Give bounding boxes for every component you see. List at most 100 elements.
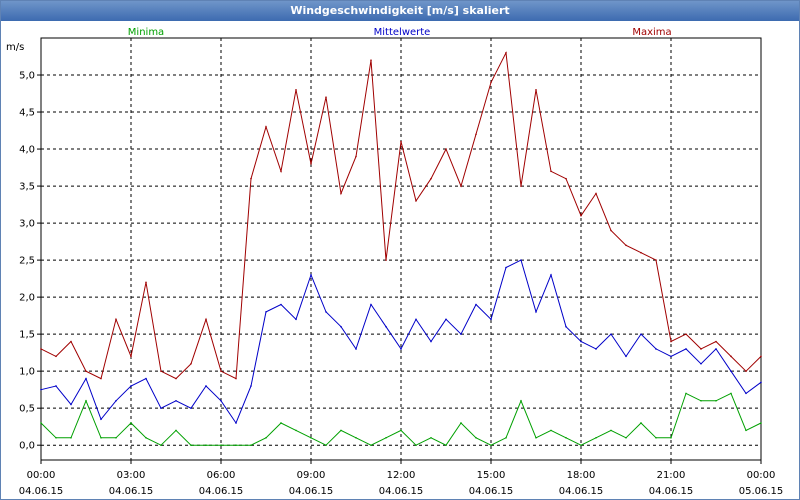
- data-point-maxima: [685, 333, 687, 335]
- data-point-minima: [85, 399, 87, 402]
- data-point-maxima: [730, 355, 732, 358]
- y-tick-label: 3,0: [19, 219, 35, 230]
- data-point-minima: [460, 422, 462, 424]
- data-point-maxima: [310, 163, 312, 165]
- y-tick-label: 2,0: [19, 293, 35, 304]
- data-point-mittelwerte: [190, 407, 192, 409]
- data-point-minima: [730, 392, 732, 395]
- data-point-mittelwerte: [310, 274, 312, 276]
- data-point-maxima: [670, 340, 672, 343]
- data-point-mittelwerte: [40, 388, 42, 391]
- data-point-mittelwerte: [505, 266, 507, 269]
- data-point-minima: [580, 444, 582, 446]
- x-tick-time: 06:00: [207, 470, 236, 481]
- data-point-mittelwerte: [445, 318, 447, 321]
- data-point-maxima: [400, 140, 402, 143]
- data-point-mittelwerte: [70, 403, 72, 406]
- series-group: [40, 51, 762, 446]
- chart-title: Windgeschwindigkeit [m/s] skaliert: [1, 1, 799, 21]
- data-point-minima: [640, 422, 642, 424]
- data-point-minima: [550, 429, 552, 432]
- data-point-minima: [55, 436, 57, 439]
- x-tick-time: 12:00: [387, 470, 416, 481]
- data-point-mittelwerte: [700, 362, 702, 365]
- data-point-maxima: [520, 185, 522, 187]
- data-point-mittelwerte: [415, 318, 417, 321]
- data-point-mittelwerte: [205, 385, 207, 387]
- data-point-mittelwerte: [550, 274, 552, 276]
- data-point-mittelwerte: [715, 348, 717, 350]
- data-point-mittelwerte: [685, 348, 687, 350]
- x-tick-date: 04.06.15: [649, 486, 694, 497]
- data-point-maxima: [580, 214, 582, 217]
- data-point-minima: [325, 444, 327, 446]
- x-tick-time: 21:00: [657, 470, 686, 481]
- data-point-maxima: [55, 355, 57, 358]
- data-point-mittelwerte: [670, 355, 672, 358]
- data-point-mittelwerte: [220, 399, 222, 402]
- data-point-mittelwerte: [475, 303, 477, 306]
- data-point-minima: [670, 436, 672, 439]
- data-point-maxima: [715, 340, 717, 343]
- x-tick-date: 04.06.15: [109, 486, 154, 497]
- data-point-minima: [715, 399, 717, 402]
- data-point-minima: [490, 444, 492, 446]
- data-point-minima: [310, 436, 312, 439]
- data-point-mittelwerte: [325, 311, 327, 313]
- data-point-maxima: [220, 370, 222, 372]
- data-point-mittelwerte: [400, 348, 402, 350]
- data-point-maxima: [265, 126, 267, 128]
- data-point-minima: [190, 444, 192, 446]
- data-point-minima: [100, 436, 102, 439]
- data-point-mittelwerte: [460, 333, 462, 335]
- data-point-mittelwerte: [280, 303, 282, 306]
- data-point-maxima: [415, 200, 417, 202]
- x-tick-date: 04.06.15: [199, 486, 244, 497]
- data-point-minima: [160, 444, 162, 446]
- y-tick-label: 1,5: [19, 330, 35, 341]
- data-point-mittelwerte: [160, 407, 162, 409]
- data-point-maxima: [625, 244, 627, 247]
- data-point-mittelwerte: [130, 385, 132, 387]
- data-point-maxima: [295, 89, 297, 91]
- data-point-mittelwerte: [595, 348, 597, 350]
- legend-maxima: Maxima: [632, 27, 671, 38]
- data-point-maxima: [85, 370, 87, 372]
- data-point-minima: [475, 436, 477, 439]
- data-point-mittelwerte: [145, 377, 147, 380]
- data-point-minima: [700, 399, 702, 402]
- data-point-minima: [175, 429, 177, 432]
- x-tick-time: 03:00: [117, 470, 146, 481]
- data-point-maxima: [280, 170, 282, 173]
- y-tick-label: 0,0: [19, 441, 35, 452]
- data-point-mittelwerte: [520, 259, 522, 261]
- data-point-mittelwerte: [565, 325, 567, 328]
- data-point-maxima: [145, 281, 147, 284]
- data-point-maxima: [205, 318, 207, 321]
- data-point-minima: [415, 444, 417, 446]
- data-point-mittelwerte: [355, 348, 357, 350]
- data-point-minima: [685, 392, 687, 395]
- data-point-maxima: [700, 348, 702, 350]
- data-point-mittelwerte: [580, 340, 582, 343]
- data-point-minima: [205, 444, 207, 446]
- data-point-mittelwerte: [100, 418, 102, 421]
- data-point-minima: [520, 399, 522, 402]
- data-point-maxima: [565, 177, 567, 180]
- data-point-minima: [220, 444, 222, 446]
- y-axis-unit-label: m/s: [6, 42, 24, 53]
- data-point-minima: [370, 444, 372, 446]
- x-tick-time: 18:00: [567, 470, 596, 481]
- data-point-minima: [340, 429, 342, 432]
- data-point-maxima: [745, 370, 747, 372]
- data-point-minima: [235, 444, 237, 446]
- data-point-maxima: [160, 370, 162, 372]
- y-tick-label: 3,5: [19, 182, 35, 193]
- data-point-minima: [760, 422, 762, 424]
- data-point-mittelwerte: [430, 340, 432, 343]
- data-point-maxima: [385, 259, 387, 261]
- data-point-minima: [265, 436, 267, 439]
- data-point-mittelwerte: [745, 392, 747, 395]
- data-point-maxima: [595, 192, 597, 195]
